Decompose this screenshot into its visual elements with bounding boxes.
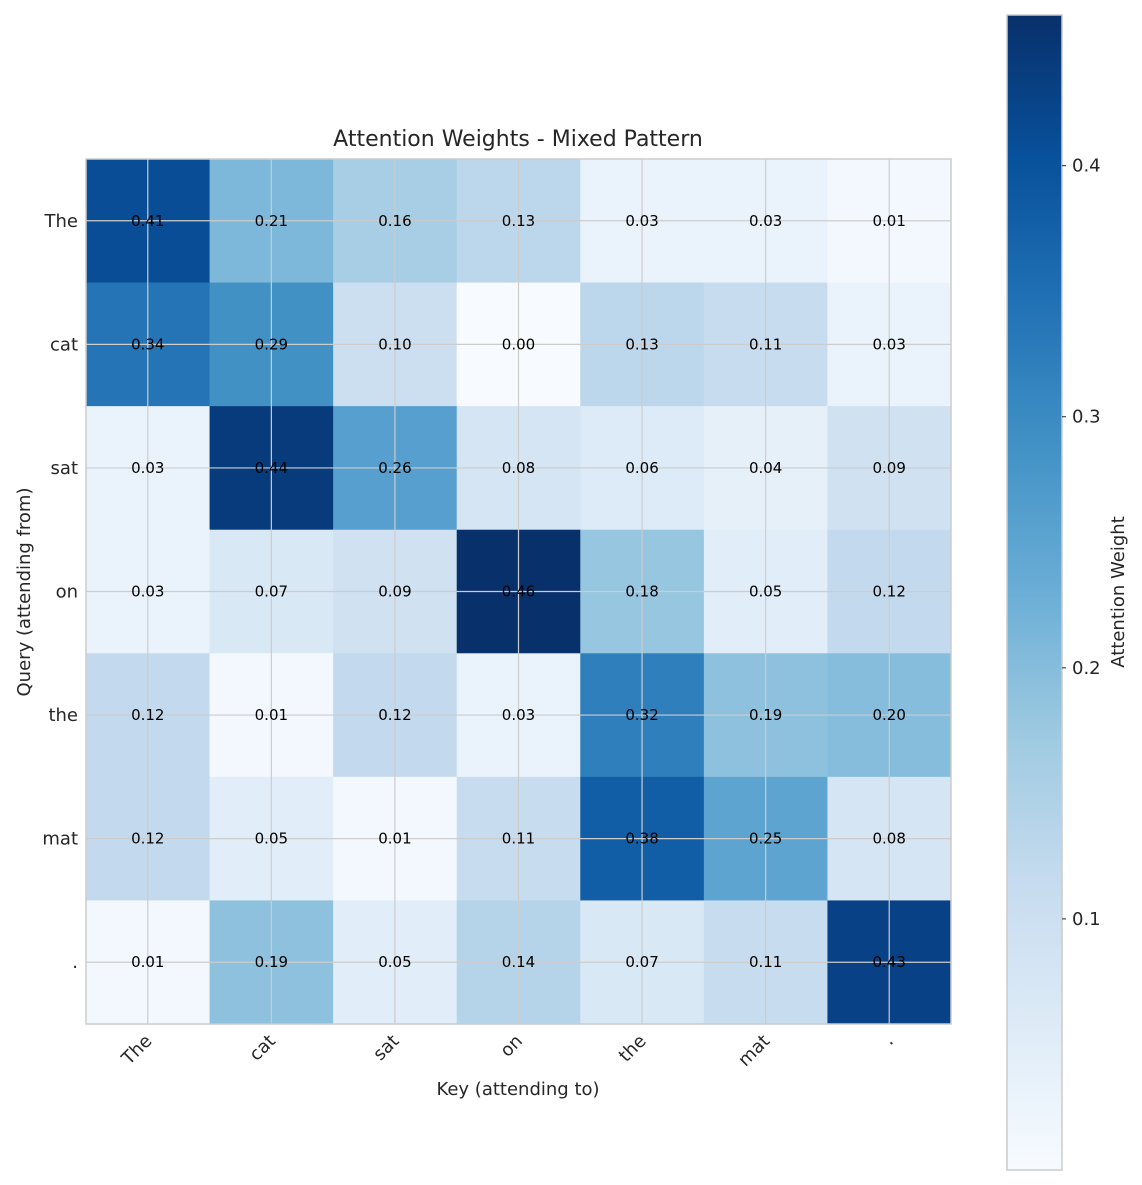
y-tick-label: mat (42, 829, 78, 850)
y-tick-label: on (56, 582, 78, 603)
cell-value-label-r6-c6: 0.43 (873, 953, 906, 971)
cell-value-label-r2-c5: 0.04 (749, 459, 782, 477)
y-tick-label: the (48, 705, 78, 726)
heatmap-value-labels: 0.41 0.21 0.16 0.13 0.03 0.03 0.01 0.34 0.29 0.10… (131, 212, 906, 971)
cell-value-label-r0-c1: 0.21 (255, 212, 288, 230)
cell-value-label-r4-c0: 0.12 (131, 706, 164, 724)
cell-value-label-r5-c4: 0.38 (625, 830, 658, 848)
cell-value-label-r6-c0: 0.01 (131, 953, 164, 971)
cell-value-label-r2-c2: 0.26 (378, 459, 411, 477)
cell-value-label-r3-c5: 0.05 (749, 583, 782, 601)
cell-value-label-r2-c6: 0.09 (873, 459, 906, 477)
cell-value-label-r5-c0: 0.12 (131, 830, 164, 848)
cell-value-label-r2-c3: 0.08 (502, 459, 535, 477)
cell-value-label-r1-c5: 0.11 (749, 335, 782, 353)
cell-value-label-r4-c2: 0.12 (378, 706, 411, 724)
cell-value-label-r4-c5: 0.19 (749, 706, 782, 724)
cell-value-label-r1-c2: 0.10 (378, 335, 411, 353)
cell-value-label-r3-c2: 0.09 (378, 583, 411, 601)
colorbar-tick-label: 0.3 (1072, 407, 1101, 428)
cell-value-label-r1-c6: 0.03 (873, 335, 906, 353)
chart-title: Attention Weights - Mixed Pattern (333, 127, 703, 152)
cell-value-label-r3-c1: 0.07 (255, 583, 288, 601)
cell-value-label-r5-c6: 0.08 (873, 830, 906, 848)
cell-value-label-r0-c0: 0.41 (131, 212, 164, 230)
cell-value-label-r6-c4: 0.07 (625, 953, 658, 971)
colorbar-tick-label: 0.2 (1072, 658, 1101, 679)
cell-value-label-r1-c3: 0.00 (502, 335, 535, 353)
cell-value-label-r3-c0: 0.03 (131, 583, 164, 601)
y-tick-label: cat (50, 334, 78, 355)
x-tick-labels: The cat sat on the mat. (117, 1031, 898, 1071)
x-tick-label: . (879, 1031, 898, 1050)
x-tick-label: sat (369, 1031, 403, 1065)
cell-value-label-r3-c6: 0.12 (873, 583, 906, 601)
cell-value-label-r3-c3: 0.46 (502, 583, 535, 601)
colorbar-label: Attention Weight (1108, 516, 1129, 668)
cell-value-label-r0-c6: 0.01 (873, 212, 906, 230)
cell-value-label-r1-c0: 0.34 (131, 335, 164, 353)
cell-value-label-r2-c4: 0.06 (625, 459, 658, 477)
cell-value-label-r6-c1: 0.19 (255, 953, 288, 971)
cell-value-label-r4-c6: 0.20 (873, 706, 906, 724)
colorbar: 0.1 0.2 0.3 0.4 Attention Weight (1006, 14, 1129, 1171)
heatmap-gridlines (86, 159, 951, 1024)
cell-value-label-r0-c5: 0.03 (749, 212, 782, 230)
y-tick-labels: The cat sat on the mat. (42, 211, 78, 973)
cell-value-label-r6-c5: 0.11 (749, 953, 782, 971)
cell-value-label-r5-c3: 0.11 (502, 830, 535, 848)
cell-value-label-r4-c3: 0.03 (502, 706, 535, 724)
x-tick-label: on (496, 1031, 527, 1062)
cell-value-label-r0-c2: 0.16 (378, 212, 411, 230)
x-tick-label: the (615, 1031, 651, 1067)
y-tick-label: sat (51, 458, 78, 479)
x-tick-label: mat (734, 1031, 774, 1071)
cell-value-label-r5-c2: 0.01 (378, 830, 411, 848)
colorbar-ticks: 0.1 0.2 0.3 0.4 (1062, 156, 1101, 930)
y-axis-label: Query (attending from) (14, 488, 35, 697)
cell-value-label-r5-c1: 0.05 (255, 830, 288, 848)
cell-value-label-r6-c2: 0.05 (378, 953, 411, 971)
cell-value-label-r1-c1: 0.29 (255, 335, 288, 353)
x-tick-label: cat (245, 1031, 280, 1066)
heatmap-frame (85, 158, 952, 1025)
y-tick-label: The (44, 211, 78, 232)
cell-value-label-r2-c0: 0.03 (131, 459, 164, 477)
cell-value-label-r5-c5: 0.25 (749, 830, 782, 848)
cell-value-label-r0-c4: 0.03 (625, 212, 658, 230)
cell-value-label-r0-c3: 0.13 (502, 212, 535, 230)
cell-value-label-r1-c4: 0.13 (625, 335, 658, 353)
colorbar-tick-label: 0.1 (1072, 909, 1101, 930)
y-tick-label: . (72, 952, 78, 973)
cell-value-label-r3-c4: 0.18 (625, 583, 658, 601)
cell-value-label-r6-c3: 0.14 (502, 953, 535, 971)
cell-value-label-r4-c4: 0.32 (625, 706, 658, 724)
cell-value-label-r2-c1: 0.44 (255, 459, 288, 477)
cell-value-label-r4-c1: 0.01 (255, 706, 288, 724)
colorbar-tick-label: 0.4 (1072, 156, 1101, 177)
x-tick-label: The (117, 1031, 156, 1070)
x-axis-label: Key (attending to) (436, 1079, 599, 1100)
colorbar-gradient (1006, 14, 1063, 1171)
